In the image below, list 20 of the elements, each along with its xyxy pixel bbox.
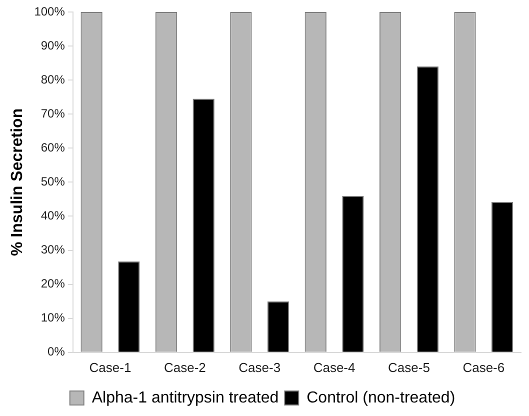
y-tick-label: 0% xyxy=(48,344,66,359)
y-tick-label: 40% xyxy=(40,208,66,223)
y-tick-label: 90% xyxy=(40,38,66,52)
x-tick-label: Case-1 xyxy=(89,360,132,375)
y-tick-label: 80% xyxy=(40,72,66,86)
x-tick-label: Case-6 xyxy=(462,360,505,375)
y-tick-label: 50% xyxy=(40,174,66,189)
y-tick-label: 30% xyxy=(40,242,66,257)
x-tick-label: Case-3 xyxy=(238,360,281,375)
legend-label: Alpha-1 antitrypsin treated xyxy=(92,389,279,406)
x-tick-label: Case-4 xyxy=(313,360,356,375)
legend-label: Control (non-treated) xyxy=(306,389,456,406)
y-tick-label: 20% xyxy=(40,276,66,291)
x-tick-label: Case-2 xyxy=(164,360,206,375)
x-tick-label: Case-5 xyxy=(388,360,430,375)
y-tick-label: 60% xyxy=(40,140,66,154)
y-tick-label: 100% xyxy=(34,4,66,18)
y-axis-title: % Insulin Secretion xyxy=(9,108,26,256)
y-tick-label: 70% xyxy=(40,106,66,120)
y-tick-label: 10% xyxy=(40,310,66,325)
